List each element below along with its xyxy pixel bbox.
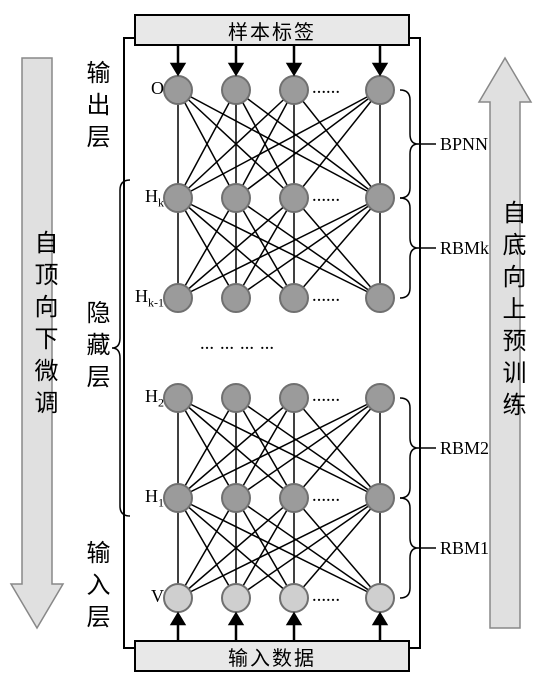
right-arrow-label: 自底向上预训练 (494, 200, 529, 424)
vertical-ellipsis: ………… (200, 338, 280, 354)
bottom-io-box: 输入数据 (134, 640, 410, 672)
dbn-architecture-diagram: 自顶向下微调 自底向上预训练 输出层 隐藏层 输入层 OHkHk-1H2H1V … (0, 0, 548, 686)
left-input-layer-label: 输入层 (78, 540, 113, 636)
top-io-box: 样本标签 (134, 14, 410, 46)
row-label-Hk-1: Hk-1 (120, 286, 164, 311)
row-ellipsis: …… (312, 390, 340, 406)
row-label-H2: H2 (120, 386, 164, 411)
row-ellipsis: …… (312, 290, 340, 306)
anno-RBM2: RBM2 (440, 438, 489, 459)
bottom-io-label: 输入数据 (228, 642, 316, 671)
row-label-V: V (120, 586, 164, 607)
row-ellipsis: …… (312, 82, 340, 98)
top-io-label: 样本标签 (228, 16, 316, 45)
left-hidden-layer-label: 隐藏层 (78, 300, 113, 396)
anno-RBM1: RBM1 (440, 538, 489, 559)
left-arrow-label: 自顶向下微调 (26, 230, 61, 422)
anno-BPNN: BPNN (440, 134, 488, 155)
row-ellipsis: …… (312, 590, 340, 606)
row-label-H1: H1 (120, 486, 164, 511)
anno-RBMk: RBMk (440, 238, 489, 259)
row-ellipsis: …… (312, 190, 340, 206)
row-ellipsis: …… (312, 490, 340, 506)
row-label-O: O (120, 78, 164, 99)
row-label-Hk: Hk (120, 186, 164, 211)
left-output-layer-label: 输出层 (78, 60, 113, 156)
